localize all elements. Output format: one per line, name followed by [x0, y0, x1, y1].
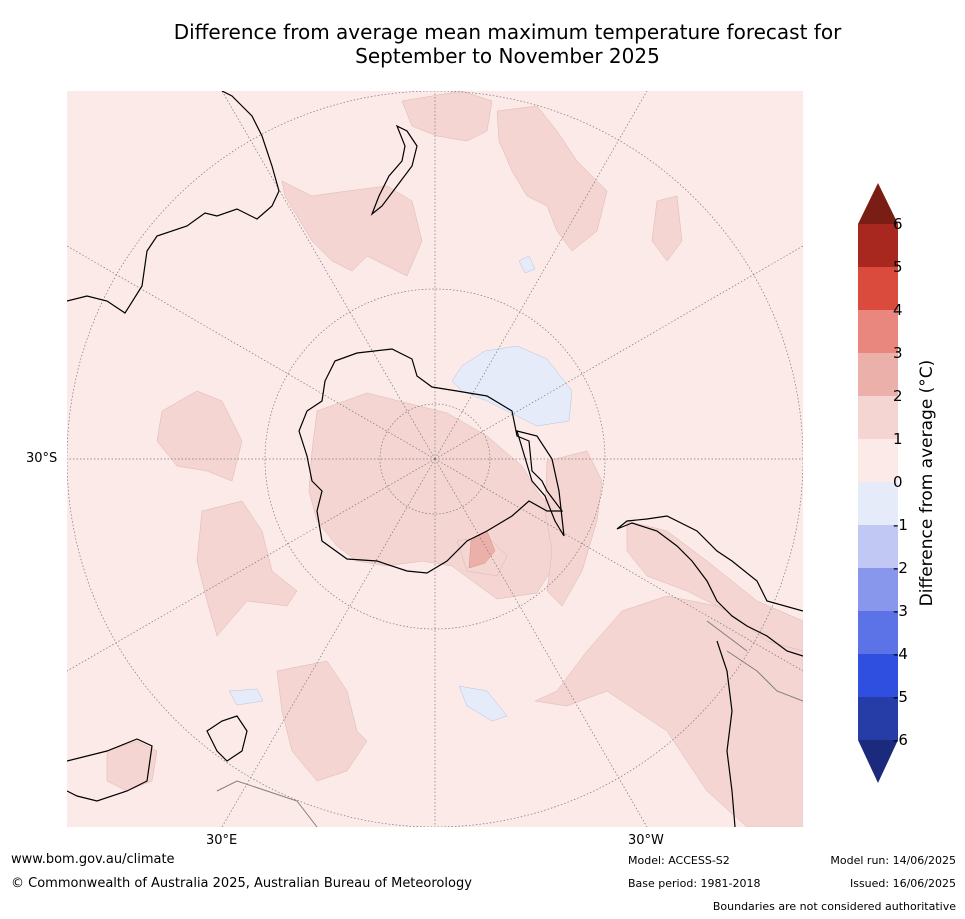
- colorbar-extend-max: [858, 183, 898, 224]
- country-boundaries: [216, 620, 803, 827]
- meridian-60e: [67, 245, 436, 460]
- colorbar-tick-label: -6: [893, 731, 908, 749]
- africa-boundary: [216, 780, 318, 827]
- tasman-warm-region: [401, 91, 493, 142]
- south-america-boundary: [726, 650, 803, 702]
- colorbar-tick-label: 3: [893, 344, 903, 362]
- colorbar-segment: [858, 267, 898, 310]
- madagascar-coastline: [206, 715, 248, 762]
- anomaly-minus1-to-0-regions: [228, 255, 573, 722]
- footer-disclaimer: Boundaries are not considered authoritat…: [712, 900, 956, 913]
- south-america-coastline: [616, 515, 803, 657]
- graticule: [67, 91, 803, 827]
- forecast-map: [67, 91, 803, 827]
- footer-model: Model: ACCESS-S2: [628, 854, 730, 867]
- meridian-150e: [221, 458, 436, 827]
- colorbar-segment: [858, 396, 898, 439]
- colorbar-tick-label: -2: [893, 559, 908, 577]
- africa-coastline: [67, 738, 153, 802]
- south-pacific-warm-region: [281, 180, 423, 277]
- colorbar-tick-label: 6: [893, 215, 903, 233]
- atlantic-small-warm-region: [651, 195, 683, 262]
- south-america-east-warm-region: [626, 520, 803, 652]
- latitude-circle-middle: [264, 288, 606, 630]
- colorbar-tick-label: -4: [893, 645, 908, 663]
- colorbar-tick-label: 0: [893, 473, 903, 491]
- coastlines: [67, 91, 803, 827]
- meridian-30e: [221, 91, 436, 460]
- colorbar-segment: [858, 654, 898, 697]
- antarctica-coastline: [298, 348, 564, 574]
- colorbar-segment: [858, 310, 898, 353]
- colorbar-segment: [858, 353, 898, 396]
- colorbar: [858, 183, 898, 783]
- colorbar-extend-min: [858, 740, 898, 783]
- map-title: Difference from average mean maximum tem…: [0, 20, 965, 68]
- footer-url[interactable]: www.bom.gov.au/climate: [11, 852, 175, 867]
- lat-label-30s: 30°S: [26, 451, 58, 466]
- new-zealand-coastline: [370, 124, 418, 216]
- colorbar-tick-label: 4: [893, 301, 903, 319]
- title-line-1: Difference from average mean maximum tem…: [173, 20, 842, 44]
- colorbar-tick-label: 2: [893, 387, 903, 405]
- south-pacific-cool-region: [458, 685, 508, 722]
- colorbar-tick-label: 5: [893, 258, 903, 276]
- colorbar-tick-label: -1: [893, 516, 908, 534]
- australia-coastline: [67, 91, 280, 314]
- southern-ocean-warm-region: [196, 500, 298, 637]
- colorbar-title-text: Difference from average (°C): [917, 359, 937, 607]
- south-africa-warm-region: [106, 740, 158, 792]
- footer-base-period: Base period: 1981-2018: [628, 877, 761, 890]
- latitude-circle-inner: [379, 403, 491, 515]
- colorbar-segment: [858, 439, 898, 482]
- meridian-30w: [434, 91, 648, 460]
- colorbar-segment: [858, 697, 898, 740]
- antarctic-peninsula-coastline: [516, 430, 565, 537]
- south-america-boundary-2: [706, 620, 748, 652]
- meridian-60w: [434, 245, 803, 460]
- meridian-120w: [434, 458, 803, 672]
- lon-label-30e: 30°E: [206, 833, 238, 848]
- title-line-2: September to November 2025: [355, 44, 660, 68]
- indian-cool-region: [228, 688, 264, 706]
- colorbar-segment: [858, 482, 898, 525]
- colorbar-segment: [858, 568, 898, 611]
- colorbar-segment: [858, 224, 898, 267]
- meridian-120e: [67, 458, 436, 672]
- weddell-cool-region: [451, 345, 573, 427]
- footer-model-run: Model run: 14/06/2025: [830, 854, 956, 867]
- east-pacific-warm-region: [496, 105, 608, 252]
- footer-copyright: © Commonwealth of Australia 2025, Austra…: [11, 876, 472, 891]
- colorbar-tick-label: 1: [893, 430, 903, 448]
- colorbar-segment: [858, 611, 898, 654]
- indian-ocean-warm-region: [156, 390, 243, 482]
- colorbar-tick-label: -5: [893, 688, 908, 706]
- footer-issued: Issued: 16/06/2025: [849, 877, 956, 890]
- colorbar-segment: [858, 525, 898, 568]
- meridian-150w: [434, 458, 648, 827]
- lon-label-30w: 30°W: [628, 833, 664, 848]
- pacific-cool-region: [518, 255, 536, 274]
- south-america-west-coastline: [716, 640, 736, 827]
- colorbar-tick-label: -3: [893, 602, 908, 620]
- pacific-central-warm-region: [276, 660, 368, 782]
